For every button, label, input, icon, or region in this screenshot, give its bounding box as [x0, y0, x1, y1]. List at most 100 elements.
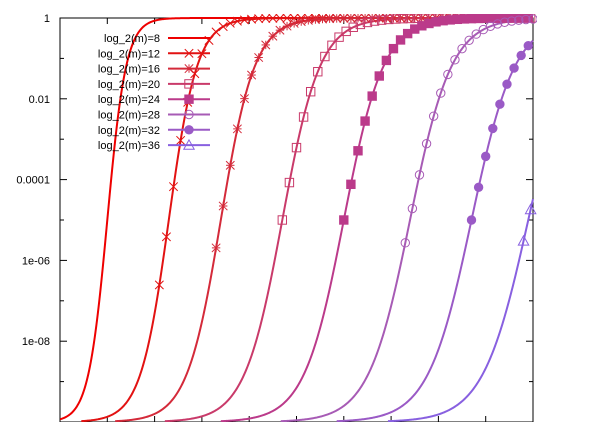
data-point — [362, 17, 373, 28]
data-point — [481, 151, 491, 162]
data-point — [457, 43, 467, 54]
legend-label: log_2(m)=8 — [104, 33, 160, 45]
data-point — [275, 25, 285, 35]
series-line — [387, 198, 534, 422]
data-point — [523, 41, 533, 51]
data-point — [346, 179, 356, 190]
data-point — [232, 124, 242, 134]
data-point — [369, 16, 380, 26]
legend-marker — [184, 94, 194, 104]
y-tick-labels: 1 0.01 0.0001 1e-06 1e-08 — [16, 13, 50, 348]
data-point — [190, 69, 200, 79]
data-point — [388, 43, 399, 54]
data-point — [310, 15, 320, 25]
data-point — [282, 21, 292, 31]
data-point — [261, 14, 271, 23]
data-point — [471, 29, 481, 39]
data-point — [346, 14, 356, 23]
data-point — [268, 31, 278, 41]
data-point — [485, 21, 496, 32]
data-point — [514, 15, 524, 25]
data-point — [339, 215, 349, 225]
data-point — [400, 238, 410, 248]
legend-label: log_2(m)=36 — [98, 140, 160, 152]
legend-label: log_2(m)=16 — [98, 64, 160, 76]
data-point — [488, 123, 498, 134]
data-point — [239, 15, 250, 25]
data-point — [284, 177, 295, 188]
legend-marker — [182, 138, 196, 150]
data-point — [374, 71, 384, 81]
data-point — [398, 14, 408, 24]
legend-marker — [184, 79, 194, 89]
data-point — [405, 14, 415, 24]
data-point — [176, 135, 186, 145]
data-point — [298, 112, 309, 122]
data-point — [289, 18, 299, 28]
data-point — [517, 234, 530, 246]
data-point — [154, 280, 164, 290]
data-point — [334, 32, 344, 42]
series-markers — [154, 14, 537, 290]
y-tick-label: 0.01 — [29, 94, 50, 106]
data-point — [277, 215, 288, 225]
data-point — [353, 146, 363, 156]
data-point — [275, 14, 285, 23]
data-point — [355, 19, 366, 30]
data-point — [282, 14, 292, 23]
data-point — [360, 116, 370, 126]
data-point — [523, 14, 533, 23]
legend-label: log_2(m)=20 — [98, 79, 160, 91]
data-point — [443, 69, 453, 80]
legend-label: log_2(m)=24 — [98, 94, 160, 106]
data-point — [384, 14, 394, 25]
data-point — [502, 79, 512, 89]
data-point — [317, 14, 328, 24]
data-point — [374, 14, 384, 23]
data-point — [436, 88, 446, 98]
data-point — [403, 14, 413, 23]
data-point — [353, 14, 363, 23]
data-point — [161, 232, 171, 242]
data-point — [211, 243, 221, 253]
data-point — [218, 22, 228, 32]
legend-label: log_2(m)=32 — [98, 125, 160, 137]
data-point — [339, 14, 349, 23]
data-point — [410, 14, 420, 23]
data-point — [495, 99, 505, 109]
data-point — [225, 18, 235, 28]
data-point — [516, 50, 526, 61]
data-point — [247, 70, 257, 80]
data-point — [499, 17, 510, 27]
data-point — [325, 14, 335, 24]
data-point — [247, 14, 257, 24]
data-point — [412, 14, 422, 24]
data-point — [407, 203, 418, 214]
data-point — [376, 15, 387, 25]
y-tick-label: 0.0001 — [16, 175, 50, 187]
data-point — [254, 52, 264, 63]
data-point — [395, 35, 406, 45]
y-tick-label: 1e-08 — [22, 336, 50, 348]
data-point — [218, 201, 228, 211]
data-point — [268, 14, 278, 23]
legend-marker — [184, 125, 194, 135]
y-tick-label: 1e-06 — [22, 255, 50, 267]
data-point — [521, 14, 531, 25]
data-point — [261, 40, 271, 50]
data-point — [168, 182, 179, 192]
data-point — [327, 40, 337, 50]
data-point — [254, 14, 264, 24]
data-point — [464, 35, 474, 45]
data-point — [473, 182, 484, 193]
data-point — [313, 67, 323, 77]
data-point — [466, 215, 477, 225]
data-point — [291, 142, 302, 153]
legend-marker — [184, 109, 194, 120]
data-point — [332, 14, 342, 24]
data-point — [509, 63, 519, 73]
data-point — [428, 111, 439, 121]
y-tick-label: 1 — [44, 13, 50, 25]
